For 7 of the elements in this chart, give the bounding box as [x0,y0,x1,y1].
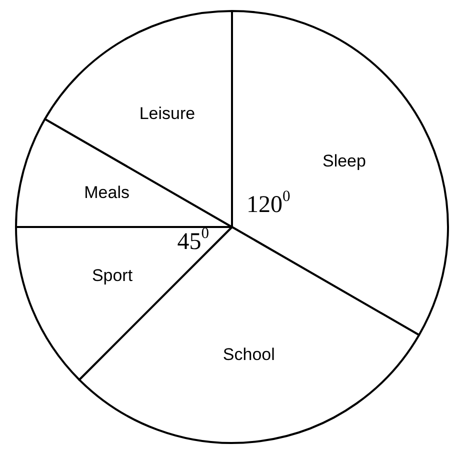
data-label: 120$^{0}$ [246,188,290,218]
slice-label: School [222,344,275,364]
slice-label: Sport [92,266,133,286]
slice-label: Leisure [139,104,196,124]
data-label: 45$^{0}$ [177,225,210,255]
slice-label: Meals [84,182,130,202]
slice-label: Sleep [322,152,366,171]
